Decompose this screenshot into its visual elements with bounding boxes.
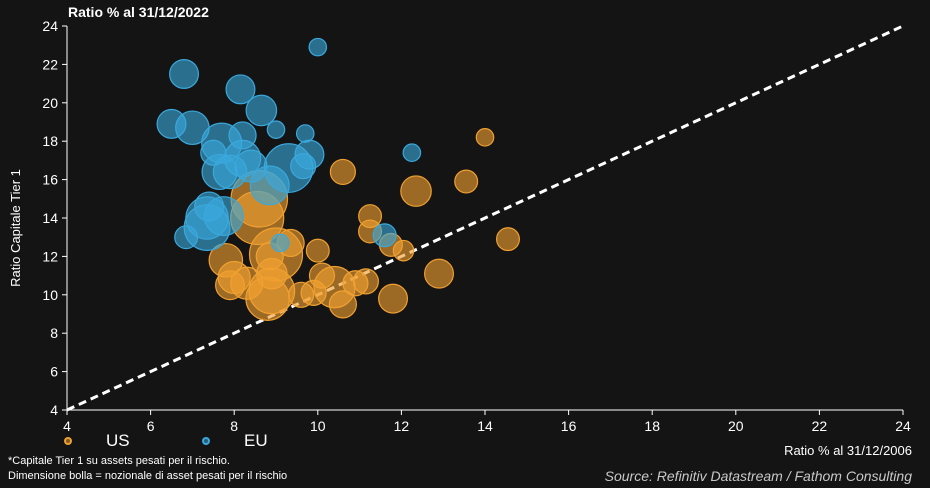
x-tick-label: 16 <box>561 418 577 434</box>
legend-item-us: US <box>64 431 130 451</box>
bubble-eu <box>245 94 278 127</box>
y-axis-label: Ratio Capitale Tier 1 <box>8 169 23 287</box>
y-tick-label: 8 <box>50 325 58 341</box>
x-tick-label: 4 <box>63 418 71 434</box>
y-tick-label: 18 <box>42 133 58 149</box>
bubble-us <box>475 128 495 147</box>
bubble-us <box>392 239 415 262</box>
y-tick-label: 12 <box>42 248 58 264</box>
bubble-eu <box>270 233 290 253</box>
x-axis-label: Ratio % al 31/12/2006 <box>784 443 912 458</box>
x-tick-label: 6 <box>147 418 155 434</box>
bubble-us <box>328 290 357 319</box>
series-us <box>208 128 520 321</box>
y-tick-label: 10 <box>42 287 58 303</box>
x-tick-label: 20 <box>728 418 744 434</box>
chart-title: Ratio % al 31/12/2022 <box>68 4 209 20</box>
x-tick-label: 8 <box>230 418 238 434</box>
x-tick-label: 10 <box>310 418 326 434</box>
bubble-eu <box>228 121 257 150</box>
bubble-us <box>352 268 379 295</box>
bubble-us <box>454 169 479 194</box>
diagonal-reference-line <box>66 24 904 412</box>
y-tick-label: 16 <box>42 172 58 188</box>
bubble-us <box>400 175 432 207</box>
bubble-eu <box>290 153 317 180</box>
footnote-tier1: *Capitale Tier 1 su assets pesati per il… <box>8 455 230 467</box>
bubble-eu <box>225 74 256 105</box>
bubble-us <box>424 258 455 289</box>
bubble-us <box>305 238 330 263</box>
y-tick-label: 20 <box>42 95 58 111</box>
x-tick-label: 12 <box>394 418 410 434</box>
bubble-us <box>495 227 520 252</box>
bubble-eu <box>295 124 315 143</box>
legend-label-us: US <box>106 431 130 450</box>
y-tick-label: 14 <box>42 210 58 226</box>
bubble-eu <box>266 120 286 139</box>
footnote-bubble-size: Dimensione bolla = nozionale di asset pe… <box>8 470 288 482</box>
x-tick-label: 14 <box>477 418 493 434</box>
x-tick-label: 24 <box>895 418 911 434</box>
bubble-eu <box>174 225 199 250</box>
legend-item-eu: EU <box>202 431 268 451</box>
bubble-eu <box>200 139 227 166</box>
axes: 4 6 8 10 12 14 16 18 20 22 24 4 6 8 10 12 14 16 18 20 22 24 <box>42 18 911 434</box>
y-tick-label: 4 <box>50 402 58 418</box>
y-tick-label: 6 <box>50 364 58 380</box>
bubble-us <box>329 158 356 186</box>
x-tick-label: 18 <box>644 418 660 434</box>
bubble-us <box>378 283 409 314</box>
reference-line <box>66 24 904 412</box>
y-tick-label: 22 <box>42 56 58 72</box>
bubble-eu <box>372 223 397 248</box>
legend-marker-us <box>64 437 72 445</box>
bubble-eu <box>308 37 328 57</box>
y-tick-label: 24 <box>42 18 58 34</box>
bubble-eu <box>169 58 200 89</box>
bubble-eu <box>194 191 225 222</box>
legend-label-eu: EU <box>244 431 268 450</box>
bubble-eu <box>234 149 268 183</box>
x-tick-label: 22 <box>812 418 828 434</box>
bubble-us <box>215 270 246 301</box>
bubble-us <box>308 262 336 289</box>
bubble-eu <box>156 108 187 139</box>
series-eu <box>156 37 422 253</box>
legend-marker-eu <box>202 437 210 445</box>
source-note: Source: Refinitiv Datastream / Fathom Co… <box>604 468 912 484</box>
bubble-eu <box>402 143 422 163</box>
